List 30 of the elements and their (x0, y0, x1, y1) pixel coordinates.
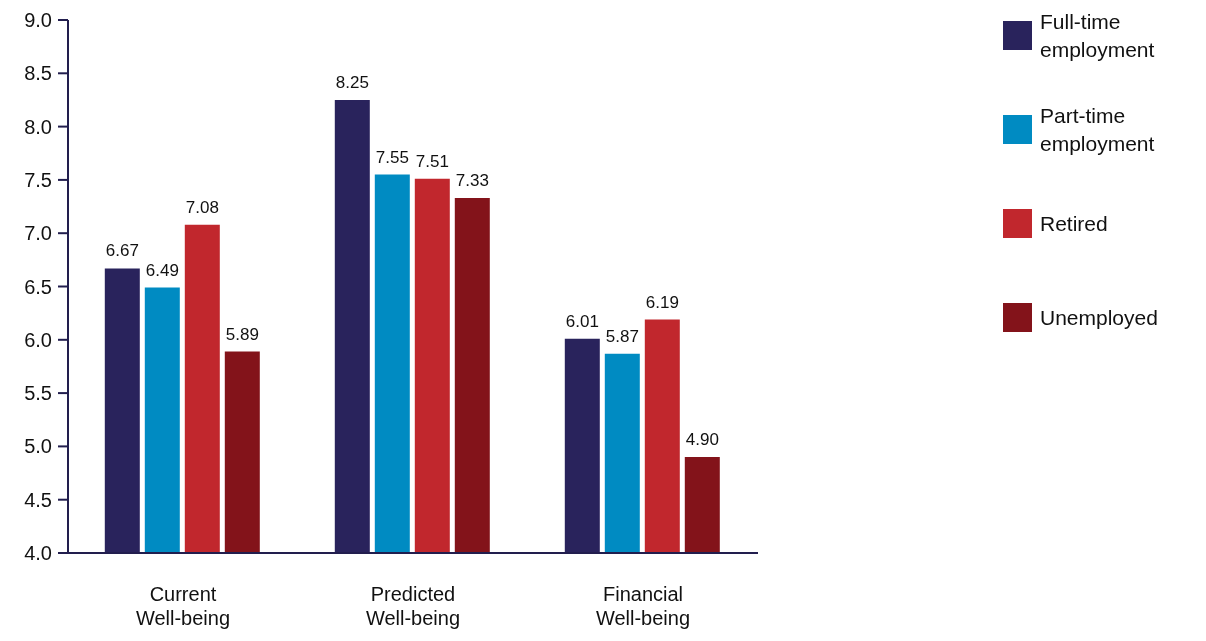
data-label: 6.01 (565, 311, 599, 331)
x-tick-label: Financial Well-being (595, 583, 691, 629)
y-tick-label: 5.5 (24, 382, 52, 405)
data-label: 7.33 (455, 171, 489, 191)
data-label: 6.67 (105, 241, 139, 261)
y-tick-label: 7.0 (24, 222, 52, 245)
y-tick-label: 8.5 (24, 62, 52, 85)
data-label: 6.19 (645, 292, 679, 312)
data-label: 5.87 (605, 326, 639, 346)
y-tick-label: 6.5 (24, 275, 52, 298)
data-label: 7.51 (415, 151, 449, 171)
data-label: 4.90 (685, 430, 719, 450)
legend-label: Part-time employment (1040, 103, 1155, 155)
y-tick-label: 4.0 (24, 542, 52, 564)
x-tick-label: Predicted Well-being (365, 583, 461, 629)
x-tick-label: Current Well-being (135, 583, 231, 629)
legend-label: Retired (1040, 211, 1108, 235)
y-tick-label: 7.5 (24, 168, 52, 191)
data-label: 7.55 (375, 147, 409, 167)
y-tick-label: 8.0 (24, 115, 52, 138)
legend-label: Full-time employment (1040, 9, 1155, 61)
y-tick-label: 4.5 (24, 488, 52, 511)
data-label: 6.49 (145, 260, 179, 280)
data-label: 8.25 (335, 72, 369, 92)
data-label: 5.89 (225, 324, 259, 344)
y-tick-label: 5.0 (24, 435, 52, 458)
y-tick-label: 9.0 (24, 9, 52, 31)
data-label: 7.08 (185, 197, 219, 217)
legend-label: Unemployed (1040, 305, 1158, 329)
y-tick-label: 6.0 (24, 328, 52, 351)
